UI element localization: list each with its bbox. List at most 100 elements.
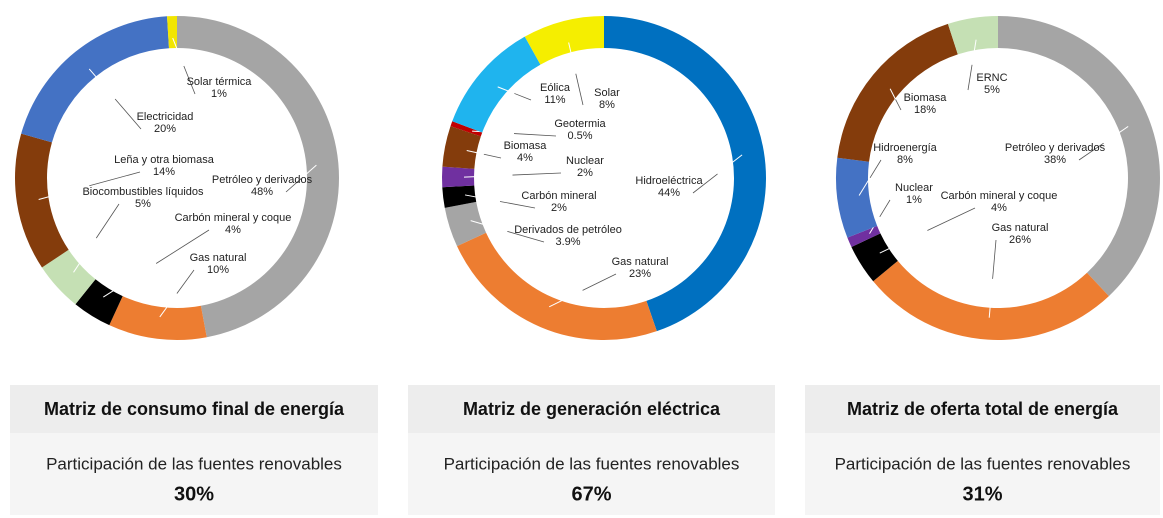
slice-label: Carbón mineral <box>521 190 596 202</box>
leader-line <box>692 173 718 194</box>
slice-value: 3.9% <box>555 236 580 248</box>
leader-line <box>992 239 997 279</box>
donut-slice <box>873 260 1109 340</box>
caption-title: Matriz de generación eléctrica <box>463 399 721 419</box>
slice-label: Nuclear <box>566 155 604 167</box>
slice-label: Electricidad <box>137 111 194 123</box>
donut-slice <box>75 279 123 326</box>
leader-line <box>575 73 584 106</box>
donut-slice <box>444 201 487 247</box>
slice-label: Petróleo y derivados <box>212 174 313 186</box>
leader-line <box>176 269 195 294</box>
slice-label: Hidroeléctrica <box>635 175 703 187</box>
donut-slice <box>21 16 169 143</box>
slice-value: 8% <box>897 154 913 166</box>
donut-slice <box>947 16 998 55</box>
leader-line <box>483 153 502 159</box>
slice-value: 1% <box>906 194 922 206</box>
donut-slice <box>177 16 339 338</box>
slice-label: Biocombustibles líquidos <box>82 186 204 198</box>
caption-body <box>805 433 1160 515</box>
leader-line <box>895 99 902 111</box>
donut-slice <box>442 185 477 208</box>
donut-slice <box>15 133 69 268</box>
caption-subtitle: Participación de las fuentes renovables <box>46 454 342 473</box>
slice-value: 0.5% <box>567 130 592 142</box>
leader-line <box>927 207 976 231</box>
slice-value: 18% <box>914 104 936 116</box>
slice-value: 8% <box>599 99 615 111</box>
caption-header <box>805 385 1160 433</box>
leader-line <box>507 230 545 243</box>
donut-slice <box>837 23 958 162</box>
leader-line <box>869 159 882 178</box>
leader-line <box>155 229 210 264</box>
slice-value: 2% <box>577 167 593 179</box>
slice-value: 48% <box>251 186 273 198</box>
slice-label: Biomasa <box>904 92 948 104</box>
slice-label: Carbón mineral y coque <box>175 212 292 224</box>
leader-line <box>514 133 557 137</box>
donut-slice <box>457 232 657 340</box>
caption-subtitle: Participación de las fuentes renovables <box>444 454 740 473</box>
donut-slice <box>524 15 604 65</box>
slice-label: Petróleo y derivados <box>1005 142 1106 154</box>
slice-label: Gas natural <box>992 222 1049 234</box>
slice-value: 20% <box>154 123 176 135</box>
slice-label: Geotermia <box>554 118 606 130</box>
caption-header <box>10 385 378 433</box>
slice-label: Gas natural <box>190 252 247 264</box>
leader-line <box>582 273 617 291</box>
donut-slice <box>847 225 881 247</box>
slice-label: Biomasa <box>504 140 548 152</box>
donut-slice <box>452 36 541 133</box>
caption-title: Matriz de oferta total de energía <box>847 399 1119 419</box>
leader-line <box>183 65 196 95</box>
renewable-share: 31% <box>962 483 1002 505</box>
slice-label: Derivados de petróleo <box>514 224 622 236</box>
donut-slice <box>109 296 207 340</box>
leader-line <box>1078 142 1104 161</box>
donut-slice <box>851 233 898 282</box>
slice-value: 5% <box>984 84 1000 96</box>
donut-slice <box>441 166 475 188</box>
leader-line <box>114 98 142 130</box>
slice-label: Nuclear <box>895 182 933 194</box>
leader-line <box>95 203 120 239</box>
renewable-share: 30% <box>174 483 214 505</box>
slice-value: 1% <box>211 88 227 100</box>
donut-slice <box>604 16 767 332</box>
donut-slice <box>41 249 96 305</box>
donut-slice <box>998 16 1160 297</box>
slice-label: Leña y otra biomasa <box>114 154 215 166</box>
leader-line <box>89 171 141 187</box>
slice-value: 23% <box>629 268 651 280</box>
caption-header <box>408 385 775 433</box>
slice-label: Gas natural <box>612 256 669 268</box>
slice-label: Eólica <box>540 82 571 94</box>
slice-value: 38% <box>1044 154 1066 166</box>
caption-body <box>10 433 378 515</box>
donut-slice <box>450 121 483 137</box>
donut-slice <box>442 126 481 169</box>
leader-line <box>967 64 973 91</box>
slice-label: Hidroenergía <box>873 142 937 154</box>
slice-value: 4% <box>991 202 1007 214</box>
leader-line <box>285 178 302 193</box>
caption-title: Matriz de consumo final de energía <box>44 399 345 419</box>
slice-value: 26% <box>1009 234 1031 246</box>
slice-label: ERNC <box>976 72 1007 84</box>
slice-value: 14% <box>153 166 175 178</box>
caption-subtitle: Participación de las fuentes renovables <box>835 454 1131 473</box>
slice-value: 10% <box>207 264 229 276</box>
slice-value: 44% <box>658 187 680 199</box>
leader-line <box>514 93 532 101</box>
slice-label: Solar <box>594 87 620 99</box>
slice-value: 4% <box>517 152 533 164</box>
leader-line <box>879 199 891 218</box>
leader-line <box>499 201 536 209</box>
slice-value: 4% <box>225 224 241 236</box>
slice-value: 11% <box>544 94 565 106</box>
leader-line <box>512 172 562 176</box>
